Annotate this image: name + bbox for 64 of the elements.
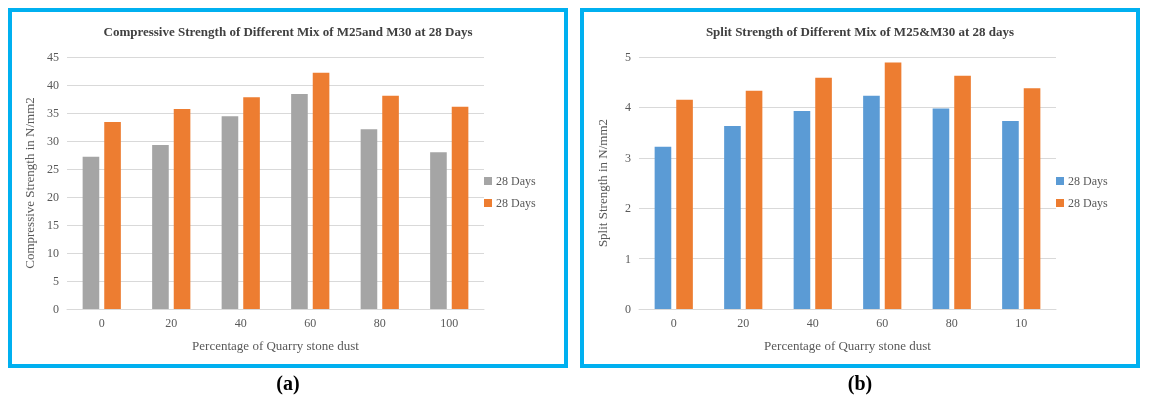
bar [173, 109, 191, 309]
text: (a) [275, 372, 301, 395]
y-tick-label: 45 [47, 50, 59, 64]
x-tick-label: 20 [165, 316, 178, 330]
y-tick-label: 1 [625, 251, 631, 266]
bar [884, 62, 902, 309]
chart-title: Split Strength of Different Mix of M25&M30 at 28 days [705, 24, 1015, 39]
y-tick-label: 30 [47, 134, 59, 148]
x-tick-label: 80 [373, 316, 386, 330]
bar [932, 108, 950, 309]
bar [724, 126, 741, 309]
y-tick-label: 0 [53, 302, 59, 316]
bar [312, 72, 330, 309]
x-axis-title: Percentage of Quarry stone dust [192, 338, 360, 353]
y-tick-label: 2 [625, 201, 631, 216]
y-axis-title: Compressive Strength in N/mm2 [22, 97, 38, 269]
y-tick-label: 0 [625, 302, 631, 316]
x-tick-label: 60 [876, 316, 889, 330]
y-tick-label: 3 [625, 150, 631, 165]
y-axis-title: Split Strength in N/mm2 [595, 118, 610, 248]
x-tick-label: 60 [304, 316, 317, 330]
x-tick-label: 40 [234, 316, 247, 330]
y-tick-label: 5 [53, 274, 59, 288]
bar [243, 97, 260, 309]
x-tick-label: 0 [670, 316, 677, 330]
y-tick-label: 20 [47, 190, 59, 204]
bar [360, 129, 378, 309]
bar [221, 116, 239, 309]
legend-label: 28 Days [1068, 174, 1108, 188]
bar [1002, 121, 1019, 309]
bar [654, 146, 672, 309]
x-tick-label: 20 [737, 316, 750, 330]
x-tick-label: 10 [1015, 316, 1028, 330]
bar [82, 156, 100, 309]
bar [793, 110, 811, 309]
legend-label: 28 Days [496, 174, 536, 188]
legend-label: 28 Days [1068, 196, 1108, 210]
y-tick-label: 4 [625, 100, 631, 115]
bar [1023, 88, 1041, 309]
bar [863, 95, 880, 309]
x-tick-label: 0 [98, 316, 105, 330]
y-tick-label: 25 [47, 162, 59, 176]
y-tick-label: 5 [625, 50, 631, 64]
bar [104, 121, 121, 309]
bar [745, 90, 763, 309]
y-tick-label: 10 [47, 246, 59, 260]
bar [382, 95, 399, 309]
legend-label: 28 Days [496, 196, 536, 210]
chart-title: Compressive Strength of Different Mix of M25and M30 at 28 Days [103, 24, 473, 39]
x-tick-label: 100 [440, 316, 459, 330]
bar [291, 93, 308, 309]
x-tick-label: 80 [945, 316, 958, 330]
y-tick-label: 35 [47, 106, 59, 120]
bar [451, 106, 469, 309]
bar [676, 99, 693, 309]
bar [152, 144, 169, 309]
bar [954, 75, 971, 309]
y-tick-label: 15 [47, 218, 59, 232]
text: (b) [846, 372, 874, 395]
bar [815, 77, 832, 309]
x-tick-label: 40 [806, 316, 819, 330]
x-axis-title: Percentage of Quarry stone dust [764, 338, 932, 353]
bar [430, 152, 447, 309]
y-tick-label: 40 [47, 78, 59, 92]
